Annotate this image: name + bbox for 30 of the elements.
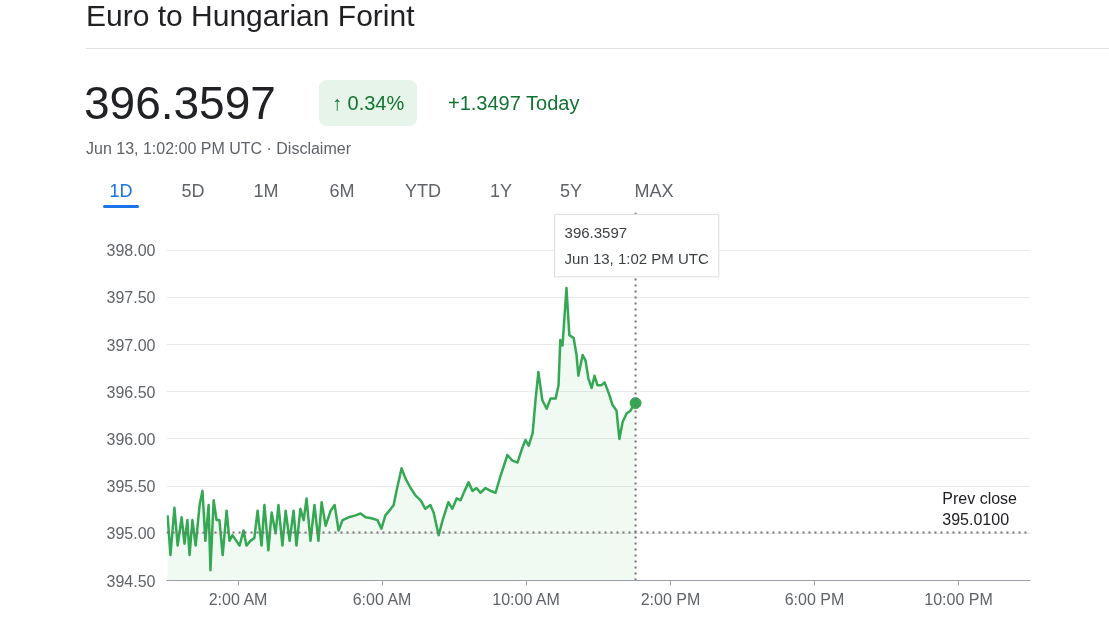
y-tick-label: 397.00 <box>106 336 156 354</box>
text: 6M <box>328 180 356 203</box>
text: +1.3497 Today <box>448 91 580 116</box>
x-tick-label: 6:00 AM <box>352 590 412 608</box>
y-tick-label: 397.50 <box>106 289 156 307</box>
x-tick-label: 6:00 PM <box>784 590 845 608</box>
text: ↑ 0.34% <box>319 80 418 126</box>
text: 1D <box>108 180 134 203</box>
text: Jun 13, 1:02 PM UTC <box>564 249 709 267</box>
y-tick-label: 396.50 <box>106 383 156 401</box>
text: YTD <box>404 180 442 203</box>
y-tick-label: 395.50 <box>106 478 156 496</box>
text: 1M <box>252 180 280 203</box>
text: 5D <box>180 180 206 203</box>
x-tick-label: 2:00 AM <box>208 590 268 608</box>
x-tick-label: 10:00 AM <box>492 590 560 608</box>
y-tick-label: 395.00 <box>106 525 156 543</box>
chart-title: Euro to Hungarian Forint <box>86 0 415 32</box>
annotation: 396.3597 <box>564 224 628 242</box>
text: MAX <box>633 180 675 203</box>
y-tick-label: 398.00 <box>106 242 156 260</box>
text: 396.3597 <box>84 77 276 129</box>
x-tick-label: 10:00 PM <box>924 590 993 608</box>
x-tick-label: 2:00 PM <box>640 590 701 608</box>
chart-subtitle: Jun 13, 1:02:00 PM UTC · Disclaimer <box>86 139 351 159</box>
text: 1Y <box>489 180 513 203</box>
text: 5Y <box>559 180 583 203</box>
y-tick-label: 394.50 <box>106 572 156 590</box>
y-tick-label: 396.00 <box>106 430 156 448</box>
ref-line-label: Prev close 395.0100 <box>942 490 1018 528</box>
